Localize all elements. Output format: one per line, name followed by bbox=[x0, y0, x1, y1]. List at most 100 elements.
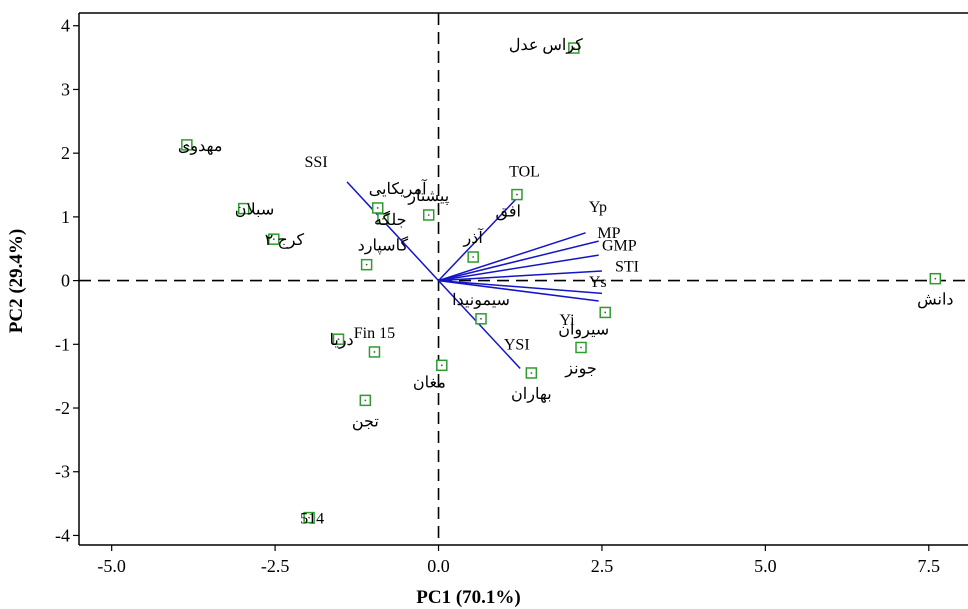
data-point: پیشتاز bbox=[407, 188, 449, 221]
y-tick-label: 4 bbox=[61, 16, 70, 36]
vector-gmp bbox=[438, 254, 599, 282]
point-center-dot bbox=[373, 351, 376, 353]
point-label: جلگه bbox=[374, 210, 407, 229]
y-axis-title: PC2 (29.4%) bbox=[6, 229, 27, 333]
point-label: آمریکایی bbox=[369, 178, 428, 198]
point-label: کراس عدل bbox=[509, 37, 583, 54]
x-tick-label: -2.5 bbox=[261, 556, 290, 576]
vector-label-tol: TOL bbox=[509, 164, 540, 181]
point-center-dot bbox=[364, 399, 367, 402]
vector-ssi bbox=[346, 181, 440, 282]
data-point: تجن bbox=[352, 394, 379, 430]
point-label: دریا bbox=[330, 332, 354, 349]
y-tick-label: -1 bbox=[55, 334, 70, 354]
x-tick-label: 0.0 bbox=[427, 556, 450, 576]
data-point: آمریکایی bbox=[369, 178, 428, 214]
point-center-dot bbox=[472, 256, 475, 258]
vector-label-yi: Yi bbox=[559, 312, 575, 329]
x-tick-label: 2.5 bbox=[591, 556, 614, 576]
point-label: سبلان bbox=[235, 202, 275, 219]
vector-label-ssi: SSI bbox=[305, 154, 328, 171]
point-label: سیمونیدا bbox=[452, 292, 510, 309]
axes: -5.0 -2.5 0.0 2.5 5.0 7.5 -4 -3 -2 -1 0 1 2 3 4 bbox=[55, 12, 968, 576]
point-center-dot bbox=[427, 214, 430, 216]
vector-label-ysi: YSI bbox=[504, 336, 530, 353]
point-label: آذر bbox=[463, 227, 485, 247]
point-center-dot bbox=[272, 238, 275, 241]
point-center-dot bbox=[440, 364, 443, 367]
point-center-dot bbox=[572, 47, 575, 49]
point-label: گاسپارد bbox=[358, 236, 409, 255]
point-label: مهدوی bbox=[178, 138, 223, 155]
data-point: 514 bbox=[300, 511, 324, 528]
point-center-dot bbox=[934, 277, 937, 280]
vector-yp bbox=[438, 232, 586, 282]
point-center-dot bbox=[382, 217, 384, 220]
data-point: بهاران bbox=[511, 367, 552, 403]
point-label: پیشتاز bbox=[407, 188, 449, 205]
y-tick-label: 3 bbox=[61, 79, 70, 99]
x-tick-label: 5.0 bbox=[754, 556, 777, 576]
genotype-points: کراس عدل مهدوی سبلان کرج ۲ آمریکایی جلگهپیشتا… bbox=[178, 37, 954, 528]
data-point: مغان bbox=[413, 359, 448, 391]
y-tick-label: 0 bbox=[61, 271, 70, 291]
data-point: سیمونیدا bbox=[452, 292, 510, 325]
point-center-dot bbox=[308, 516, 310, 519]
vector-sti bbox=[438, 270, 602, 282]
point-center-dot bbox=[185, 143, 188, 146]
vector-label-ys: Ys bbox=[589, 274, 607, 291]
y-tick-label: -2 bbox=[55, 398, 70, 418]
data-point: دریا bbox=[330, 332, 354, 349]
point-center-dot bbox=[480, 317, 482, 320]
point-label: دانش bbox=[917, 292, 953, 309]
vector-label-yp: Yp bbox=[589, 199, 607, 216]
y-tick-label: -3 bbox=[55, 462, 70, 482]
point-label: Fin 15 bbox=[354, 325, 395, 342]
data-point: آذر bbox=[463, 227, 485, 263]
vector-label-gmp: GMP bbox=[602, 238, 637, 255]
point-label: مغان bbox=[413, 374, 446, 391]
data-point: دانش bbox=[917, 272, 954, 309]
data-point: گاسپارد bbox=[358, 236, 409, 271]
x-tick-label: 7.5 bbox=[918, 556, 941, 576]
data-point: جلگه bbox=[374, 210, 407, 229]
y-tick-label: 2 bbox=[61, 143, 70, 163]
vector-label-mp: MP bbox=[597, 225, 620, 242]
point-label: بهاران bbox=[511, 386, 552, 403]
data-point: جونز bbox=[564, 341, 597, 377]
vector-label-sti: STI bbox=[615, 259, 639, 276]
data-point: Fin 15 bbox=[354, 325, 395, 358]
y-tick-label: 1 bbox=[61, 207, 70, 227]
data-point: مهدوی bbox=[178, 138, 223, 155]
data-point: سبلان bbox=[235, 202, 275, 219]
data-point: کرج ۲ bbox=[265, 232, 305, 249]
data-point: سیروان bbox=[558, 306, 611, 338]
x-tick-label: -5.0 bbox=[97, 556, 126, 576]
point-center-dot bbox=[337, 338, 340, 341]
reference-lines bbox=[79, 13, 968, 545]
point-center-dot bbox=[530, 372, 533, 374]
vector-ys bbox=[438, 279, 602, 295]
y-tick-label: -4 bbox=[55, 525, 70, 545]
point-center-dot bbox=[580, 346, 582, 349]
point-label: 514 bbox=[300, 511, 324, 528]
point-center-dot bbox=[365, 263, 368, 266]
point-center-dot bbox=[516, 193, 518, 196]
point-label: تجن bbox=[352, 413, 379, 430]
point-center-dot bbox=[242, 207, 245, 210]
vector-yi bbox=[438, 279, 599, 302]
vector-tol bbox=[437, 192, 523, 282]
point-label: کرج ۲ bbox=[265, 232, 305, 249]
point-center-dot bbox=[604, 311, 607, 314]
x-axis-title: PC1 (70.1%) bbox=[416, 587, 520, 608]
point-center-dot bbox=[376, 207, 379, 209]
point-label: جونز bbox=[564, 360, 596, 377]
point-label: سیروان bbox=[558, 321, 609, 338]
point-label: افق bbox=[496, 204, 521, 221]
data-point: کراس عدل bbox=[509, 37, 583, 54]
data-point: افق bbox=[496, 188, 523, 221]
vector-mp bbox=[438, 240, 599, 282]
